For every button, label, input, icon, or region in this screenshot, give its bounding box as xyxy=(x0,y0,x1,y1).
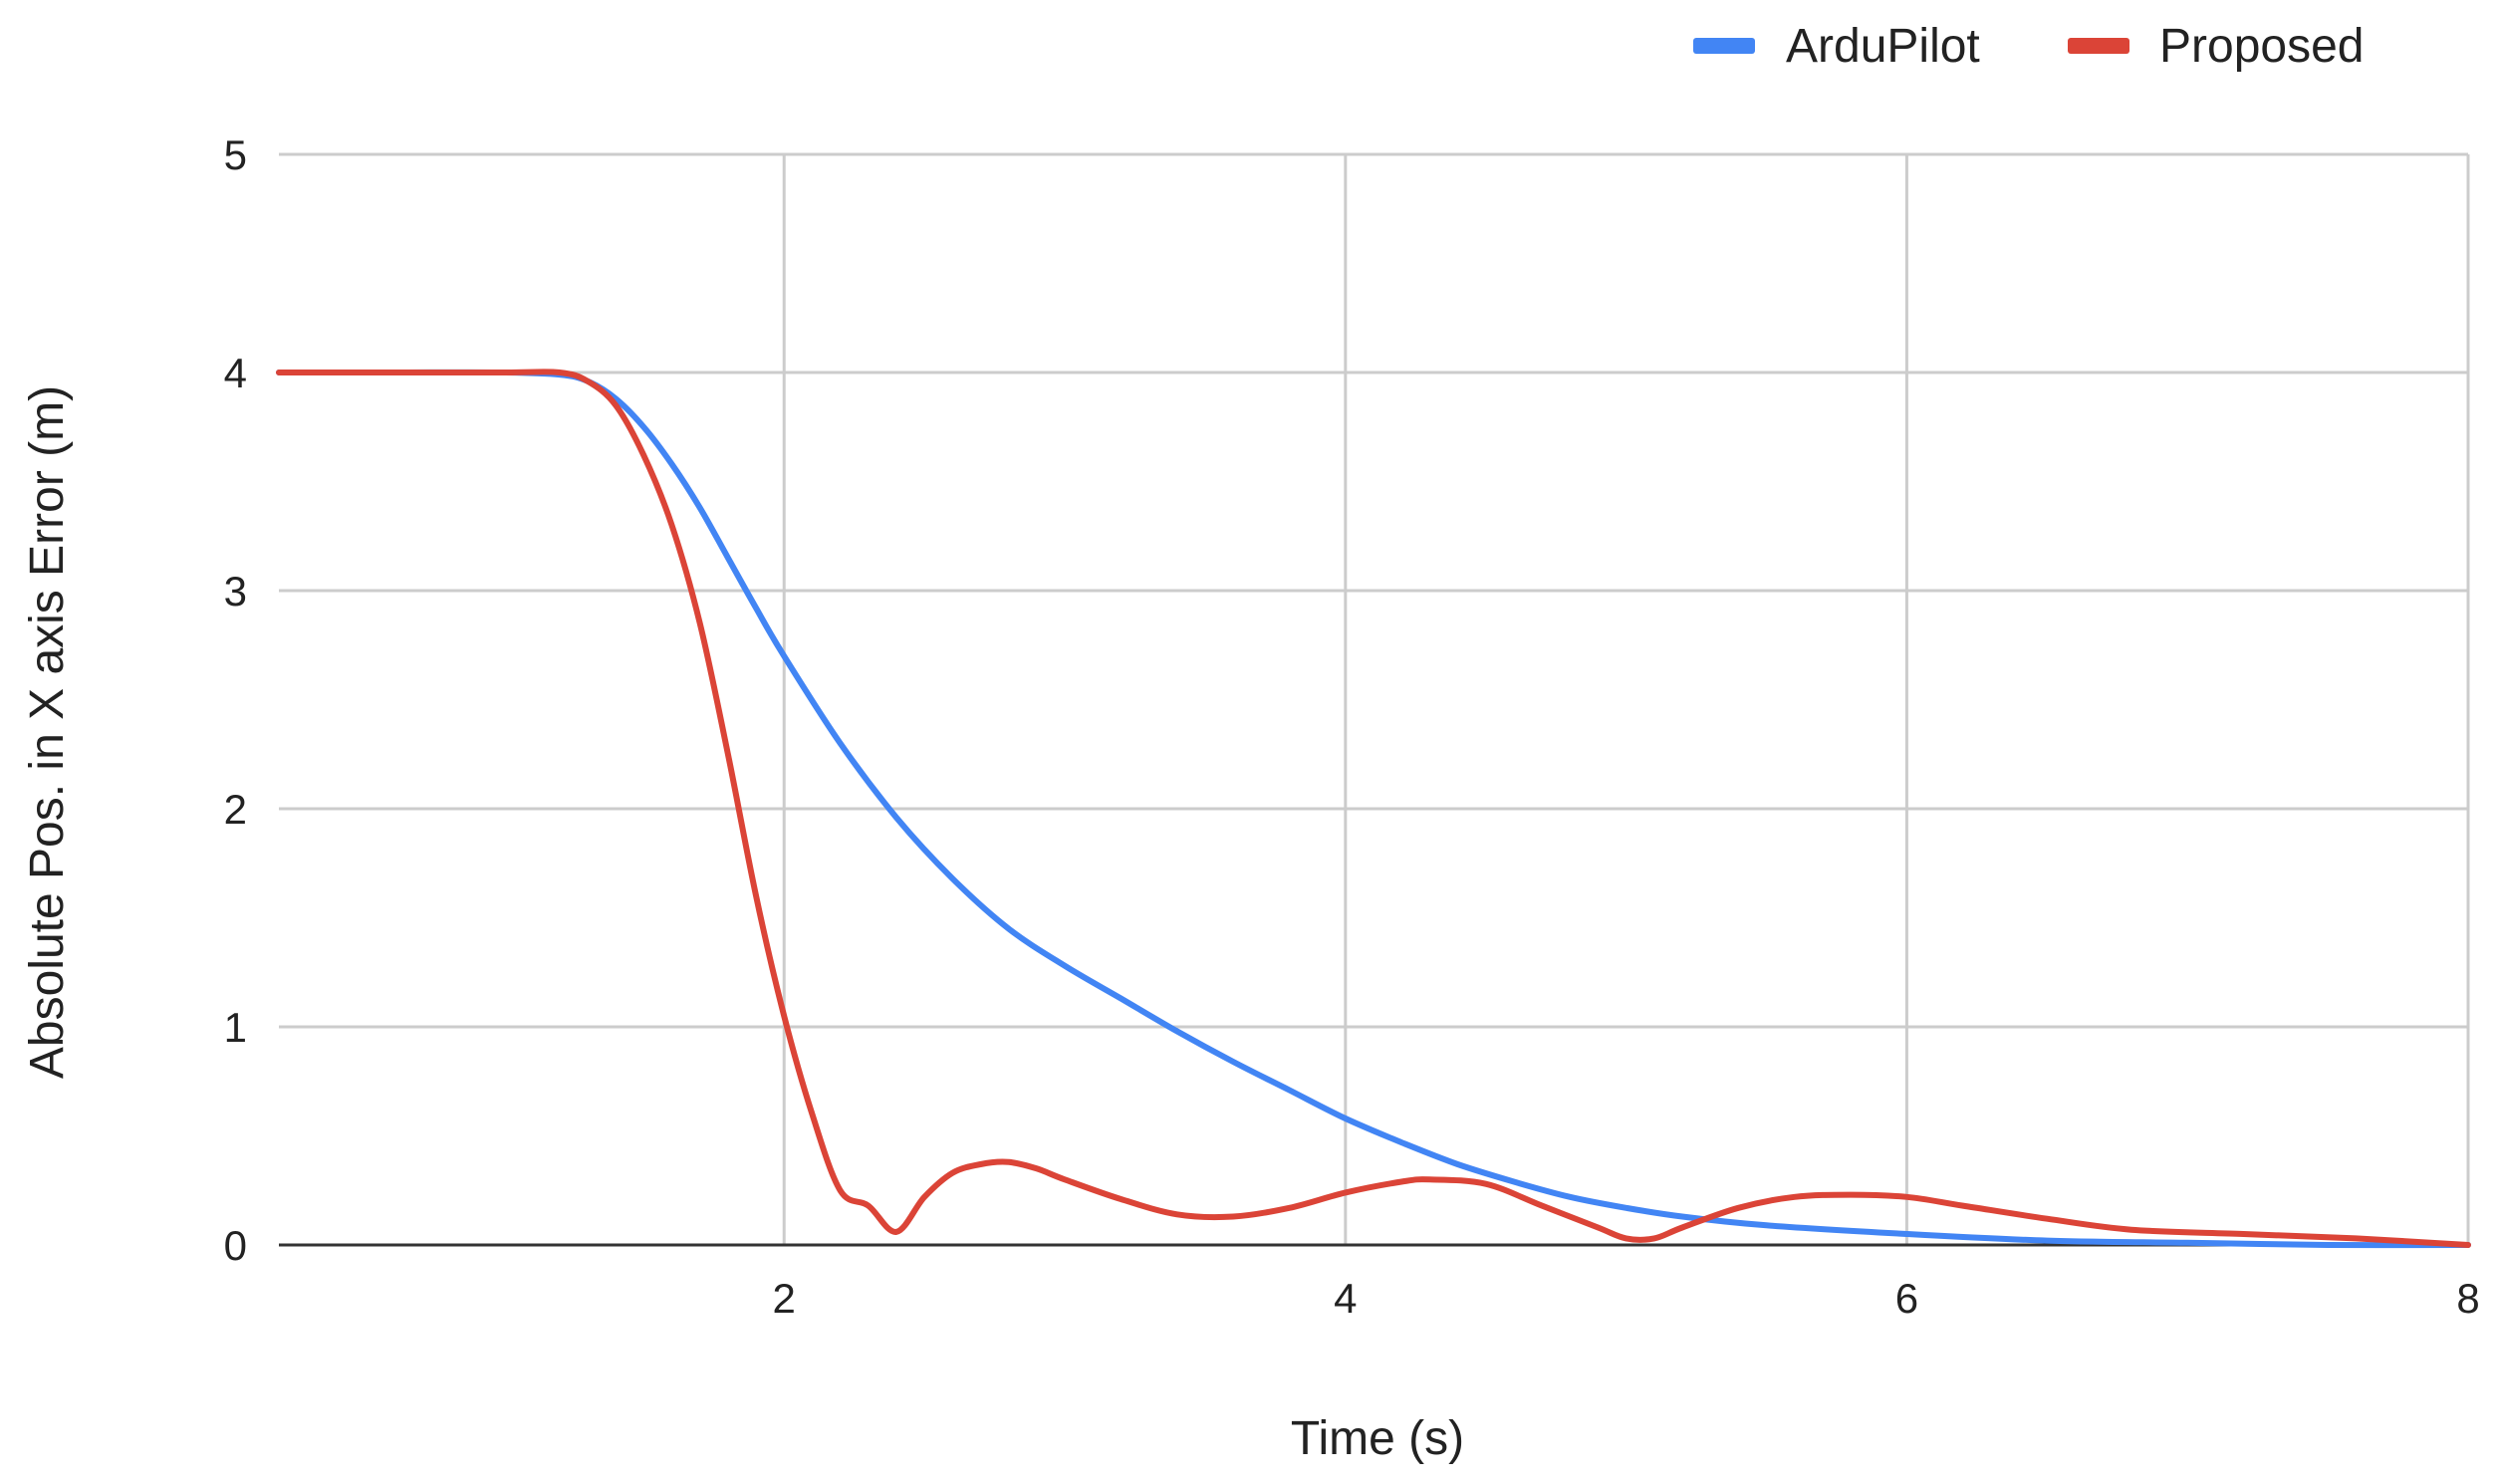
legend-label-proposed: Proposed xyxy=(2159,20,2364,73)
legend-label-ardupilot: ArduPilot xyxy=(1786,20,1980,73)
y-tick-label-1: 1 xyxy=(224,1004,247,1051)
series-line-proposed xyxy=(276,369,2471,1248)
tick-labels: 0 1 2 3 4 5 2 4 6 8 xyxy=(224,131,2480,1322)
series-line-ardupilot xyxy=(276,369,2471,1249)
y-axis-title: Absolute Pos. in X axis Error (m) xyxy=(21,385,74,1079)
legend: ArduPilot Proposed xyxy=(1693,20,2364,73)
y-tick-label-2: 2 xyxy=(224,786,247,833)
legend-swatch-ardupilot xyxy=(1693,38,1755,54)
y-tick-label-4: 4 xyxy=(224,350,247,396)
x-tick-label-2: 2 xyxy=(773,1275,796,1322)
y-tick-label-3: 3 xyxy=(224,568,247,615)
x-tick-label-4: 4 xyxy=(1334,1275,1357,1322)
y-tick-label-5: 5 xyxy=(224,131,247,178)
x-axis-title: Time (s) xyxy=(1291,1412,1464,1465)
legend-swatch-proposed xyxy=(2068,38,2129,54)
series-lines xyxy=(276,369,2471,1249)
x-tick-label-8: 8 xyxy=(2456,1275,2479,1322)
y-tick-label-0: 0 xyxy=(224,1222,247,1269)
x-tick-label-6: 6 xyxy=(1895,1275,1918,1322)
grid xyxy=(279,152,2470,1247)
